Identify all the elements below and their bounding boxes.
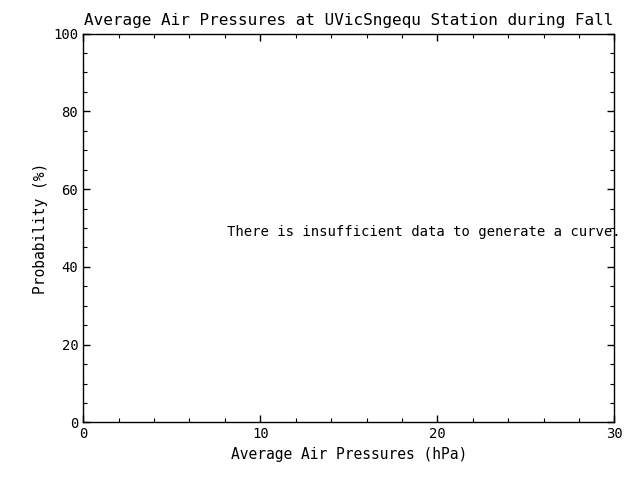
Text: There is insufficient data to generate a curve.: There is insufficient data to generate a… — [227, 225, 620, 239]
Title: Average Air Pressures at UVicSngequ Station during Fall: Average Air Pressures at UVicSngequ Stat… — [84, 13, 614, 28]
X-axis label: Average Air Pressures (hPa): Average Air Pressures (hPa) — [230, 447, 467, 462]
Y-axis label: Probability (%): Probability (%) — [33, 162, 47, 294]
